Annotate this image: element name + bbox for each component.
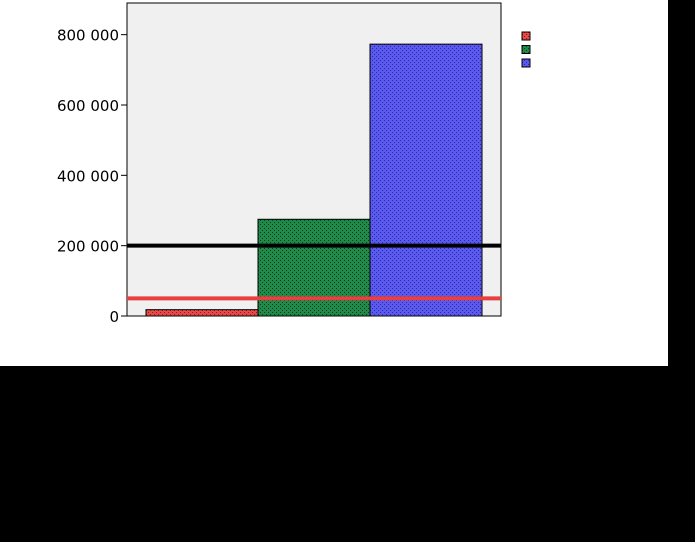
bars-group: [145, 43, 483, 317]
legend-swatch-3: [521, 58, 531, 68]
legend: [521, 31, 531, 68]
y-tick-label-2: 400 000: [57, 167, 119, 185]
y-tick-label-3: 600 000: [57, 97, 119, 115]
bar-1: [145, 309, 259, 317]
legend-swatch-1: [521, 31, 531, 41]
bar-3: [369, 43, 483, 317]
reference-lines-group: [127, 243, 501, 301]
y-tick-label-0: 0: [109, 308, 119, 326]
bar-chart: 0 200 000 400 000 600 000 800 000: [57, 2, 531, 326]
bar-2: [257, 218, 371, 317]
y-tick-label-1: 200 000: [57, 238, 119, 256]
legend-swatch-2: [521, 45, 531, 54]
chart-figure: 0 200 000 400 000 600 000 800 000: [0, 0, 668, 366]
y-tick-label-4: 800 000: [57, 27, 119, 45]
y-axis: 0 200 000 400 000 600 000 800 000: [57, 27, 127, 326]
